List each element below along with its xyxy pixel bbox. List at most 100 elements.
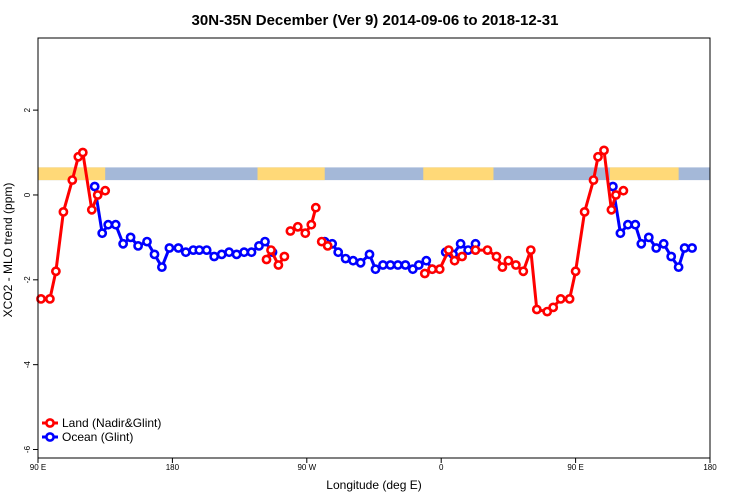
ocean-point <box>180 247 191 258</box>
land-line <box>265 248 286 267</box>
land-point <box>588 175 599 185</box>
x-tick-label: 180 <box>166 463 180 472</box>
land-point <box>482 245 493 255</box>
legend-marker <box>45 418 55 428</box>
land-mask <box>38 167 710 181</box>
x-tick-label: 90 E <box>30 463 46 472</box>
land-point <box>511 260 521 270</box>
land-point <box>555 293 566 304</box>
land-strip-segment <box>423 167 494 181</box>
land-point <box>470 245 481 255</box>
land-point <box>36 293 46 304</box>
ocean-point <box>658 238 669 249</box>
chart-title: 30N-35N December (Ver 9) 2014-09-06 to 2… <box>192 12 559 29</box>
ocean-point <box>630 219 641 230</box>
y-axis-title: XCO2 - MLO trend (ppm) <box>1 183 15 318</box>
ocean-point <box>89 181 100 192</box>
land-point <box>306 219 317 230</box>
x-tick-label: 90 W <box>297 463 316 472</box>
y-axis: 2 0 -2 -4 -6 <box>23 107 38 453</box>
land-point <box>419 268 430 279</box>
ocean-point <box>231 249 242 260</box>
ocean-point <box>364 249 375 260</box>
ocean-point <box>636 238 647 249</box>
ocean-point <box>118 238 128 249</box>
land-point <box>67 175 78 185</box>
ocean-point <box>156 262 167 272</box>
ocean-point <box>421 255 432 266</box>
legend: Land (Nadir&Glint)Ocean (Glint) <box>42 416 161 444</box>
land-point <box>457 251 467 262</box>
land-point <box>525 245 536 255</box>
land-point <box>266 245 276 255</box>
ocean-point <box>201 245 212 255</box>
ocean-strip <box>38 167 710 181</box>
land-point <box>606 204 617 215</box>
ocean-point <box>149 249 160 260</box>
land-strip-segment <box>609 167 679 181</box>
land-point <box>273 260 284 270</box>
land-point <box>570 266 581 277</box>
x-axis-title: Longitude (deg E) <box>326 478 421 492</box>
land-point <box>261 254 272 265</box>
land-point <box>285 226 296 236</box>
land-point <box>77 147 88 158</box>
land-point <box>443 245 454 255</box>
land-point <box>434 264 445 275</box>
land-point <box>618 185 629 196</box>
ocean-point <box>173 243 184 253</box>
ocean-series <box>89 181 697 275</box>
land-series <box>36 145 629 317</box>
ocean-point <box>340 253 351 264</box>
legend-label: Land (Nadir&Glint) <box>62 416 161 430</box>
land-point <box>518 266 529 277</box>
land-point <box>279 251 290 262</box>
x-tick-label: 90 E <box>567 463 583 472</box>
land-point <box>292 221 303 232</box>
land-point <box>503 255 514 266</box>
series-layer <box>36 145 697 317</box>
ocean-point <box>651 243 662 253</box>
ocean-point <box>348 255 358 266</box>
ocean-point <box>97 228 108 239</box>
ocean-point <box>643 232 654 243</box>
land-strip-segment <box>38 167 106 181</box>
land-strip-segment <box>257 167 325 181</box>
y-tick-label: -6 <box>23 445 32 453</box>
land-point <box>491 251 502 262</box>
ocean-point <box>260 236 270 247</box>
land-point <box>86 204 97 215</box>
ocean-point <box>392 260 403 270</box>
ocean-point <box>608 181 618 192</box>
land-line <box>41 151 106 301</box>
land-point <box>564 293 575 304</box>
ocean-point <box>333 247 344 258</box>
land-point <box>58 206 69 217</box>
land-point <box>449 255 460 266</box>
y-tick-label: -4 <box>23 361 32 369</box>
ocean-point <box>413 260 424 270</box>
ocean-point <box>455 238 466 249</box>
land-point <box>310 202 321 213</box>
plot-frame <box>37 37 711 459</box>
land-point <box>427 264 438 275</box>
ocean-point <box>687 243 697 253</box>
y-tick-label: -2 <box>23 276 32 284</box>
y-tick-label: 0 <box>23 192 32 197</box>
x-tick-label: 0 <box>439 463 444 472</box>
land-point <box>531 304 542 315</box>
ocean-point <box>164 243 175 253</box>
land-point <box>300 228 311 239</box>
legend-marker <box>45 432 55 442</box>
land-point <box>579 206 590 217</box>
x-tick-label: 180 <box>703 463 717 472</box>
land-point <box>92 190 103 200</box>
land-point <box>322 240 333 251</box>
ocean-point <box>103 219 114 230</box>
ocean-point <box>133 240 143 251</box>
land-point <box>497 262 508 272</box>
ocean-point <box>355 257 366 268</box>
ocean-point <box>400 260 411 270</box>
land-point <box>599 145 609 156</box>
land-point <box>611 190 621 200</box>
